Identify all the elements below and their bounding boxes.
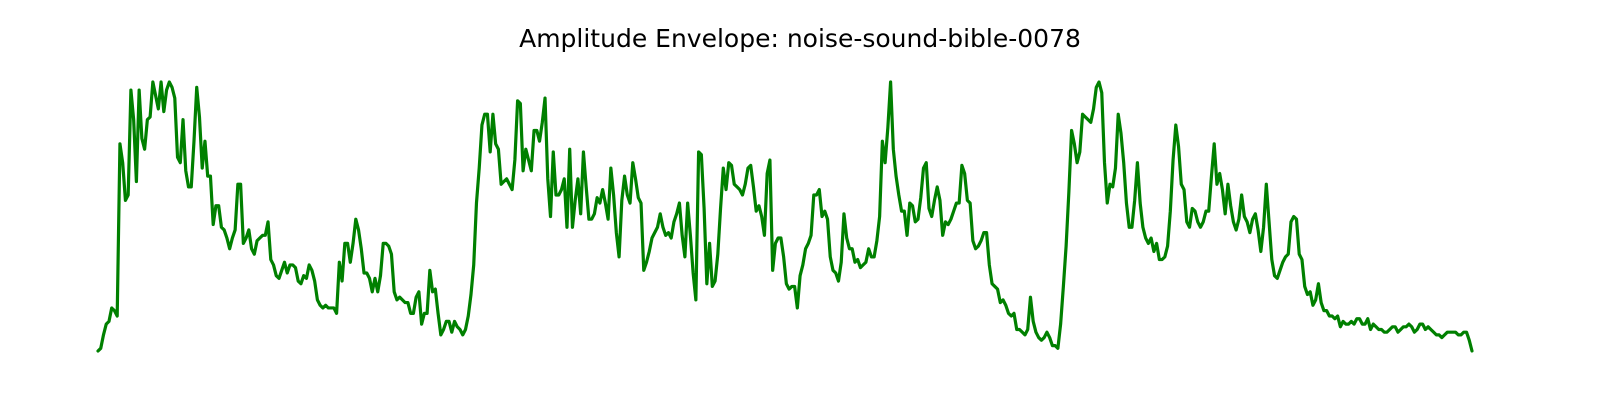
plot-area (96, 80, 1474, 353)
envelope-series-line-0 (96, 80, 1474, 353)
chart-title: Amplitude Envelope: noise-sound-bible-00… (519, 24, 1081, 53)
